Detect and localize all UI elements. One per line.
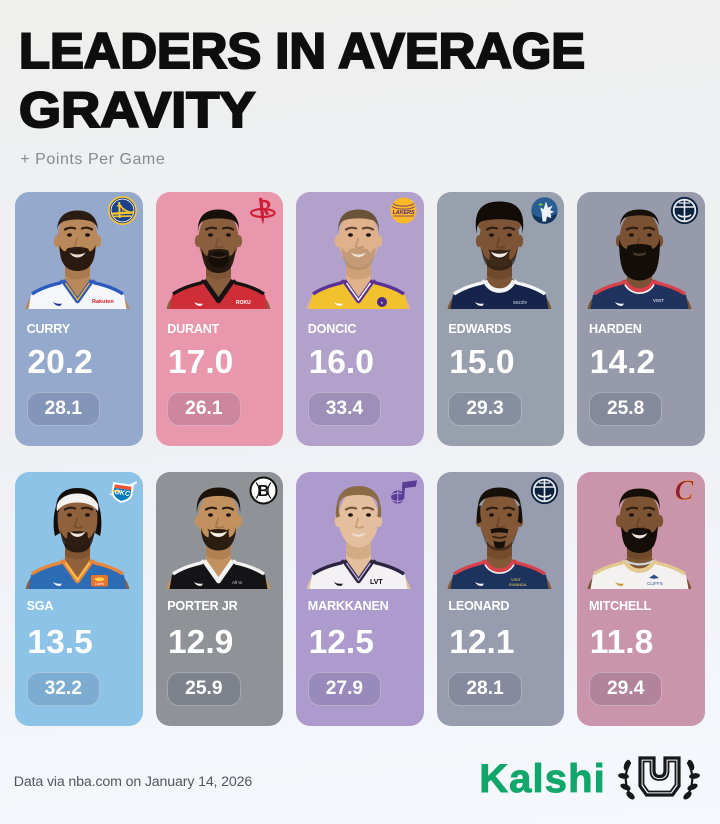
svg-text:LVT: LVT	[370, 579, 383, 586]
svg-text:sezzle: sezzle	[513, 300, 527, 306]
svg-text:b: b	[381, 300, 384, 305]
svg-text:ROKU: ROKU	[236, 300, 251, 306]
svg-text:Loves: Loves	[95, 582, 104, 586]
svg-text:VISIT: VISIT	[511, 577, 522, 582]
svg-text:C: C	[675, 476, 694, 505]
svg-text:B: B	[257, 483, 269, 500]
svg-text:Rakuten: Rakuten	[92, 299, 114, 305]
svg-text:VISIT: VISIT	[653, 298, 664, 303]
svg-text:RWANDA: RWANDA	[509, 582, 527, 587]
svg-text:All In: All In	[232, 580, 243, 585]
svg-text:LAKERS: LAKERS	[393, 210, 415, 216]
svg-text:OKC: OKC	[114, 488, 131, 497]
svg-text:CLIFFS: CLIFFS	[647, 581, 663, 586]
